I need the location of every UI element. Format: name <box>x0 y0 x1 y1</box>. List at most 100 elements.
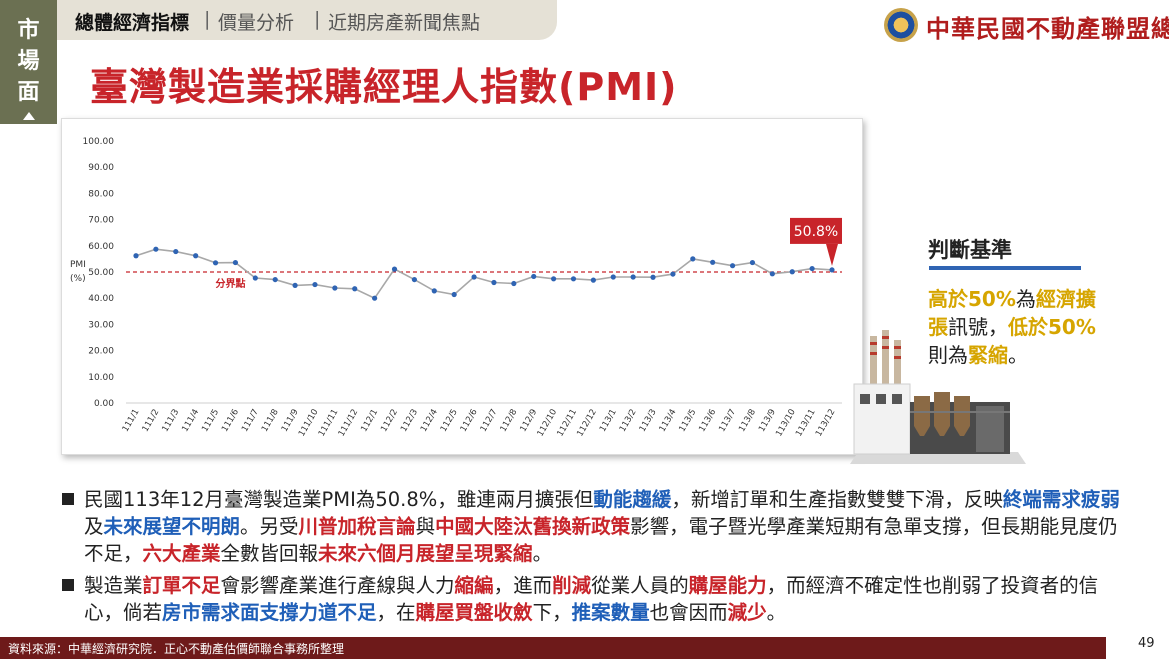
data-point <box>531 273 537 280</box>
brand-logo-icon <box>884 8 918 42</box>
x-tick-label: 113/7 <box>717 408 738 434</box>
x-tick-label: 112/1 <box>359 408 380 434</box>
bullet-highlight: 訂單不足 <box>142 574 221 597</box>
criteria-above: 高於50% <box>928 287 1016 311</box>
brand-name: 中華民國不動產聯盟總會 <box>926 14 1169 43</box>
side-tab-char-3: 面 <box>17 80 40 105</box>
footer-bar: 資料來源：中華經濟研究院．正心不動產估價師聯合事務所整理 <box>0 637 1106 659</box>
pmi-line-chart: 100.00 90.00 80.00 70.00 60.00 50.00 40.00 30.0… <box>70 137 842 439</box>
bullet-text: ，而經濟不確定性也削弱了投資者的信心，倘若 <box>84 574 1099 624</box>
data-point <box>391 266 398 272</box>
bullet-text: 與 <box>415 515 436 538</box>
data-point <box>590 277 596 283</box>
nav-separator: | <box>314 8 321 30</box>
y-tick-label: 70.00 <box>88 216 114 226</box>
x-tick-label: 113/3 <box>638 408 659 434</box>
threshold-label: 分界點 <box>216 277 246 290</box>
x-tick-label: 111/7 <box>240 408 261 434</box>
criteria-below: 低於50% <box>1008 315 1096 339</box>
criteria-text-part: 為 <box>1015 287 1036 311</box>
data-point <box>312 281 318 288</box>
bullet-highlight: 減少 <box>727 601 767 624</box>
x-tick-label: 112/4 <box>419 408 440 434</box>
data-point <box>252 275 258 281</box>
data-point <box>411 276 417 283</box>
criteria-underline <box>929 266 1081 270</box>
data-point <box>431 288 437 294</box>
nav-tab-price-volume[interactable]: 價量分析 <box>218 12 295 34</box>
data-point <box>769 271 775 277</box>
bullet-text: 也會因而 <box>649 601 728 624</box>
y-tick-label: 100.00 <box>83 137 115 147</box>
data-point <box>193 253 199 259</box>
bullet-text: 及 <box>84 515 104 538</box>
data-point <box>789 269 795 275</box>
factory-icon <box>850 330 1026 464</box>
bullet-highlight: 終端需求疲弱 <box>1002 488 1120 511</box>
side-tab-char-2: 場 <box>17 49 40 74</box>
x-tick-label: 112/12 <box>575 408 599 439</box>
bullet-item-1: 民國113年12月臺灣製造業PMI為50.8%，雖連兩月擴張但動能趨緩，新增訂單… <box>58 486 1128 567</box>
bullet-highlight: 中國大陸汰舊換新政策 <box>435 515 631 538</box>
data-point <box>372 295 378 301</box>
bullet-highlight: 未來六個月展望呈現緊縮 <box>318 542 533 565</box>
nav-tab-macro-indicators[interactable]: 總體經濟指標 <box>75 12 190 34</box>
y-tick-label: 60.00 <box>88 242 114 252</box>
criteria-text-part: 。 <box>1008 343 1028 367</box>
data-point <box>829 267 835 273</box>
bullet-text: 民國113年12月臺灣製造業PMI為50.8%，雖連兩月擴張但 <box>84 488 594 511</box>
data-point <box>173 248 179 255</box>
criteria-text-part: 訊號， <box>948 315 1008 339</box>
y-tick-label: 30.00 <box>88 320 114 330</box>
y-tick-label: 40.00 <box>88 294 114 304</box>
data-point <box>630 274 636 280</box>
x-tick-label: 112/9 <box>518 408 539 434</box>
page-number: 49 <box>1138 636 1155 651</box>
data-point <box>212 260 219 266</box>
x-tick-label: 111/5 <box>200 408 221 434</box>
bullet-text: ，在 <box>376 601 416 624</box>
nav-separator: | <box>204 8 211 30</box>
callout-pointer <box>826 243 838 266</box>
top-nav: 總體經濟指標 | 價量分析 | 近期房產新聞焦點 <box>57 0 557 40</box>
bullet-highlight: 未來展望不明朗 <box>103 515 241 538</box>
y-tick-label: 20.00 <box>88 347 114 357</box>
data-point <box>292 282 298 288</box>
data-point <box>272 276 278 283</box>
x-tick-label: 111/6 <box>220 408 241 434</box>
bullet-highlight: 房市需求面支撐力道不足 <box>162 601 377 624</box>
nav-tab-news[interactable]: 近期房產新聞焦點 <box>328 12 481 34</box>
bullet-highlight: 六大產業 <box>142 542 221 565</box>
bullet-list: 民國113年12月臺灣製造業PMI為50.8%，雖連兩月擴張但動能趨緩，新增訂單… <box>58 486 1128 631</box>
bullet-highlight: 推案數量 <box>571 601 650 624</box>
data-point <box>511 280 517 287</box>
bullet-text: ，進而 <box>493 574 553 597</box>
data-point <box>570 276 577 282</box>
data-point <box>729 263 736 269</box>
x-tick-label: 111/9 <box>280 408 301 434</box>
x-tick-label: 113/8 <box>737 408 758 434</box>
x-tick-label: 113/12 <box>814 408 838 439</box>
data-point <box>690 256 696 262</box>
side-tab-char-1: 市 <box>17 18 40 43</box>
x-tick-label: 112/6 <box>459 408 480 434</box>
criteria-text-part: 則為 <box>928 343 968 367</box>
x-tick-label: 111/12 <box>337 408 361 439</box>
side-tab-arrow-icon <box>23 112 35 120</box>
bullet-square-icon <box>62 493 74 505</box>
data-point <box>352 286 358 292</box>
bullet-text: 下， <box>532 601 572 624</box>
data-point <box>491 279 497 286</box>
bullet-text: 全數皆回報 <box>220 542 319 565</box>
x-tick-label: 112/7 <box>479 408 500 434</box>
criteria-text: 高於50%為經濟擴 張訊號，低於50% 則為緊縮。 <box>928 285 1138 369</box>
section-side-tab: 市 場 面 <box>0 0 57 124</box>
data-point <box>133 253 139 259</box>
x-tick-label: 113/6 <box>697 408 718 434</box>
data-point <box>809 265 815 272</box>
x-tick-label: 113/5 <box>677 408 698 434</box>
bullet-text: 。另受 <box>240 515 299 538</box>
data-point <box>551 276 557 282</box>
bullet-text: 。 <box>766 601 787 624</box>
x-tick-label: 112/8 <box>499 408 520 434</box>
